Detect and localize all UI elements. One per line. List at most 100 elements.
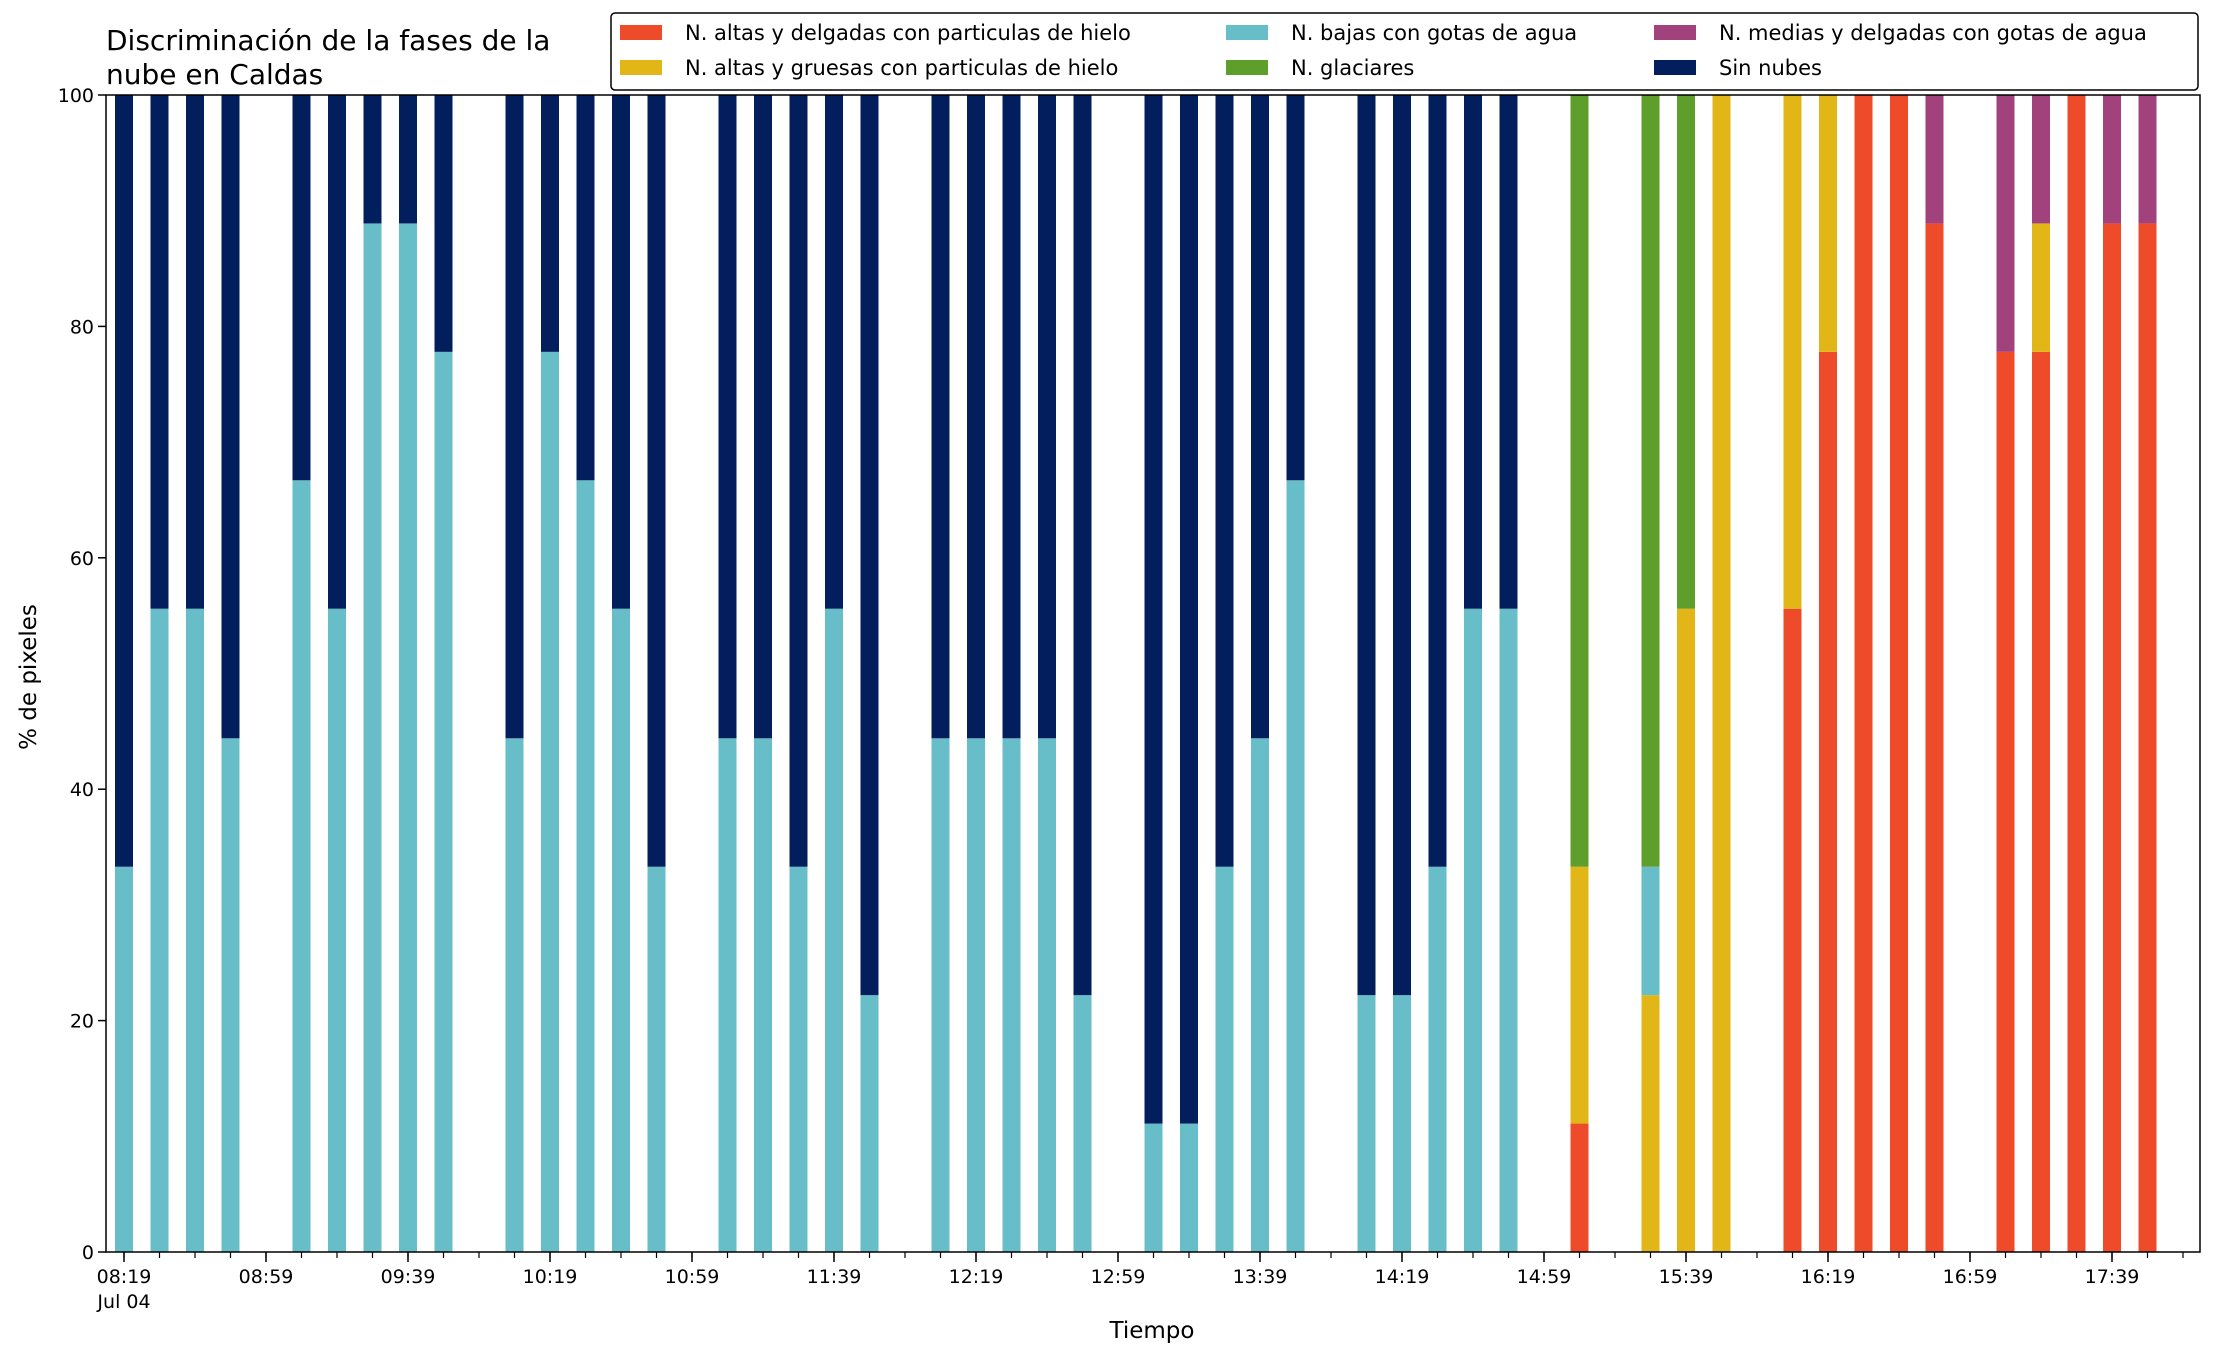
chart-title-line-1: Discriminación de la fases de la <box>106 24 550 57</box>
bar-segment-series-2-bar-28 <box>1286 480 1305 1252</box>
bar-segment-series-5-bar-4 <box>292 95 311 481</box>
bar-segment-series-2-bar-11 <box>576 480 595 1252</box>
x-tick-label: 17:39 <box>2085 1266 2140 1288</box>
y-tick-label: 20 <box>70 1011 94 1033</box>
bar-segment-series-5-bar-17 <box>825 95 843 609</box>
y-tick-label: 80 <box>70 316 94 338</box>
bar-segment-series-4-bar-44 <box>2032 95 2050 224</box>
bar-segment-series-5-bar-1 <box>150 95 169 609</box>
legend: N. altas y delgadas con particulas de hi… <box>610 12 2199 91</box>
bar-segment-series-2-bar-8 <box>434 351 453 1253</box>
bar-segment-series-2-bar-12 <box>612 608 630 1252</box>
bar-segment-series-2-bar-21 <box>1002 738 1021 1252</box>
bar-segment-series-5-bar-29 <box>1357 95 1376 996</box>
bar-segment-series-2-bar-23 <box>1073 995 1092 1252</box>
bar-segment-series-5-bar-30 <box>1393 95 1411 996</box>
bar-segment-series-5-bar-9 <box>505 95 524 739</box>
bar-segment-series-2-bar-33 <box>1499 608 1518 1252</box>
bar-segment-series-2-bar-4 <box>292 480 311 1252</box>
legend-swatch-0 <box>620 25 662 40</box>
bar-segment-series-2-bar-16 <box>789 866 808 1252</box>
x-tick-label: 10:59 <box>665 1266 720 1288</box>
bar-segment-series-1-bar-38 <box>1783 95 1802 609</box>
bar-segment-series-5-bar-5 <box>328 95 346 609</box>
bar-segment-series-5-bar-28 <box>1286 95 1305 481</box>
bar-segment-series-1-bar-34 <box>1570 866 1589 1124</box>
bar-segment-series-4-bar-43 <box>1996 95 2015 352</box>
bar-segment-series-5-bar-23 <box>1073 95 1092 996</box>
bar-segment-series-2-bar-7 <box>399 223 417 1253</box>
bar-segment-series-2-bar-19 <box>931 738 950 1252</box>
x-tick-label: 14:19 <box>1375 1266 1430 1288</box>
legend-label-5: Sin nubes <box>1719 56 1822 80</box>
x-tick-label: 12:59 <box>1091 1266 1146 1288</box>
x-tick-label: 10:19 <box>523 1266 578 1288</box>
x-tick-label: 14:59 <box>1517 1266 1572 1288</box>
bar-segment-series-1-bar-39 <box>1819 95 1837 352</box>
legend-box <box>610 12 2199 91</box>
legend-label-3: N. glaciares <box>1291 56 1414 80</box>
bar-segment-series-5-bar-33 <box>1499 95 1518 609</box>
bar-segment-series-2-bar-9 <box>505 738 524 1252</box>
bar-segment-series-5-bar-31 <box>1428 95 1447 867</box>
legend-swatch-3 <box>1226 60 1268 75</box>
bar-segment-series-2-bar-6 <box>363 223 382 1253</box>
bar-segment-series-4-bar-42 <box>1925 95 1944 224</box>
bar-segment-series-2-bar-14 <box>718 738 737 1252</box>
legend-label-4: N. medias y delgadas con gotas de agua <box>1719 21 2147 45</box>
bar-segment-series-0-bar-43 <box>1996 351 2015 1253</box>
bar-segment-series-2-bar-18 <box>860 995 879 1252</box>
bar-segment-series-5-bar-16 <box>789 95 808 867</box>
chart-title-line-2: nube en Caldas <box>106 58 323 91</box>
bar-segment-series-5-bar-10 <box>541 95 559 352</box>
x-axis-ticks: 08:19 Jul 04 08:59 09:39 10:19 10:59 11:39 12:1… <box>96 1252 2184 1313</box>
bar-segment-series-5-bar-25 <box>1180 95 1198 1124</box>
y-tick-label: 40 <box>70 779 94 801</box>
y-axis-ticks: 0 20 40 60 80 100 <box>58 85 106 1264</box>
x-tick-label: 08:19 <box>97 1266 152 1288</box>
bar-segment-series-2-bar-29 <box>1357 995 1376 1252</box>
bar-segment-series-2-bar-31 <box>1428 866 1447 1252</box>
x-tick-label: 11:39 <box>807 1266 862 1288</box>
bar-segment-series-5-bar-32 <box>1464 95 1482 609</box>
y-tick-label: 60 <box>70 548 94 570</box>
bar-segment-series-2-bar-20 <box>967 738 985 1252</box>
bar-segment-series-5-bar-24 <box>1144 95 1163 1124</box>
bars <box>115 95 2157 1253</box>
legend-label-0: N. altas y delgadas con particulas de hi… <box>685 21 1131 45</box>
bar-segment-series-0-bar-40 <box>1854 95 1873 1252</box>
bar-segment-series-1-bar-35 <box>1641 995 1660 1252</box>
x-tick-label: 08:59 <box>239 1266 294 1288</box>
bar-segment-series-5-bar-11 <box>576 95 595 481</box>
x-tick-label: 13:39 <box>1233 1266 1288 1288</box>
x-tick-label: 16:19 <box>1801 1266 1856 1288</box>
bar-segment-series-5-bar-22 <box>1038 95 1056 739</box>
bar-segment-series-5-bar-7 <box>399 95 417 224</box>
x-tick-label: 09:39 <box>381 1266 436 1288</box>
bar-segment-series-5-bar-14 <box>718 95 737 739</box>
legend-swatch-5 <box>1654 60 1696 75</box>
bar-segment-series-2-bar-10 <box>541 351 559 1253</box>
bar-segment-series-5-bar-2 <box>186 95 204 609</box>
x-tick-label: 16:59 <box>1943 1266 1998 1288</box>
bar-segment-series-3-bar-34 <box>1570 95 1589 867</box>
bar-segment-series-0-bar-45 <box>2067 95 2086 1252</box>
bar-segment-series-0-bar-46 <box>2103 223 2121 1253</box>
bar-segment-series-5-bar-15 <box>754 95 772 739</box>
bar-segment-series-5-bar-12 <box>612 95 630 609</box>
bar-segment-series-2-bar-5 <box>328 608 346 1252</box>
bar-segment-series-5-bar-27 <box>1251 95 1269 739</box>
bar-segment-series-5-bar-3 <box>221 95 240 739</box>
legend-label-1: N. altas y gruesas con particulas de hie… <box>685 56 1118 80</box>
bar-segment-series-2-bar-1 <box>150 608 169 1252</box>
bar-segment-series-2-bar-35 <box>1641 866 1660 996</box>
bar-segment-series-5-bar-6 <box>363 95 382 224</box>
bar-segment-series-2-bar-0 <box>115 866 133 1252</box>
bar-segment-series-1-bar-37 <box>1712 95 1731 1252</box>
bar-segment-series-5-bar-19 <box>931 95 950 739</box>
bar-segment-series-2-bar-27 <box>1251 738 1269 1252</box>
bar-segment-series-2-bar-3 <box>221 738 240 1252</box>
x-tick-label: 15:39 <box>1659 1266 1714 1288</box>
legend-swatch-4 <box>1654 25 1696 40</box>
